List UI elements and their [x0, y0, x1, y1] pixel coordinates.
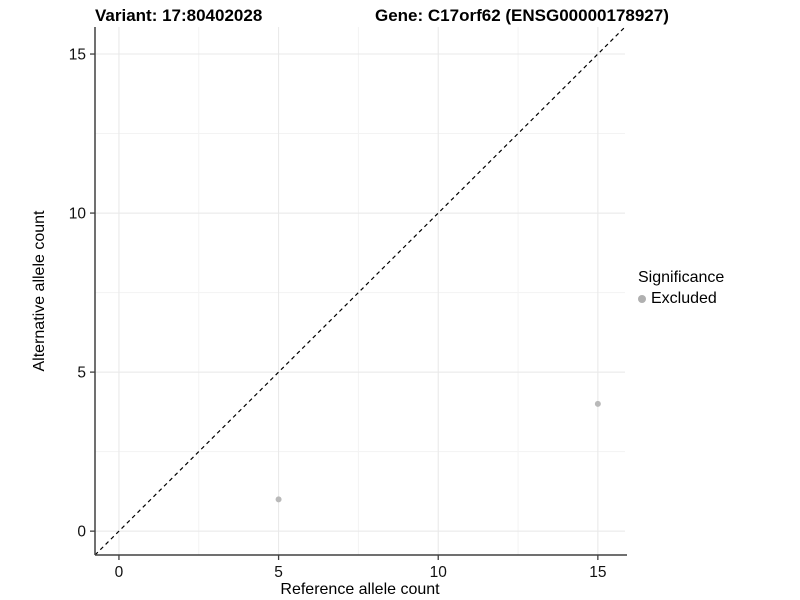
plot-title-variant: Variant: 17:80402028 [95, 6, 263, 25]
y-tick-label: 5 [77, 365, 86, 382]
identity-line [94, 26, 626, 556]
legend-title: Significance [638, 269, 725, 286]
x-tick-label: 5 [274, 564, 283, 581]
data-point [594, 400, 601, 407]
legend-item-label: Excluded [651, 290, 717, 307]
x-axis-label: Reference allele count [280, 581, 440, 598]
y-tick-label: 15 [69, 47, 86, 64]
x-tick-label: 10 [430, 564, 448, 581]
y-axis-label: Alternative allele count [31, 210, 48, 372]
legend-item-excluded: Excluded [638, 290, 724, 308]
y-tick-label: 0 [77, 524, 86, 541]
legend: Significance Excluded [638, 269, 724, 308]
data-point [275, 496, 282, 503]
x-tick-label: 0 [115, 564, 124, 581]
x-tick-label: 15 [589, 564, 606, 581]
excluded-point-icon [638, 295, 646, 303]
y-tick-label: 10 [69, 206, 87, 223]
plot-title-gene: Gene: C17orf62 (ENSG00000178927) [375, 6, 669, 25]
